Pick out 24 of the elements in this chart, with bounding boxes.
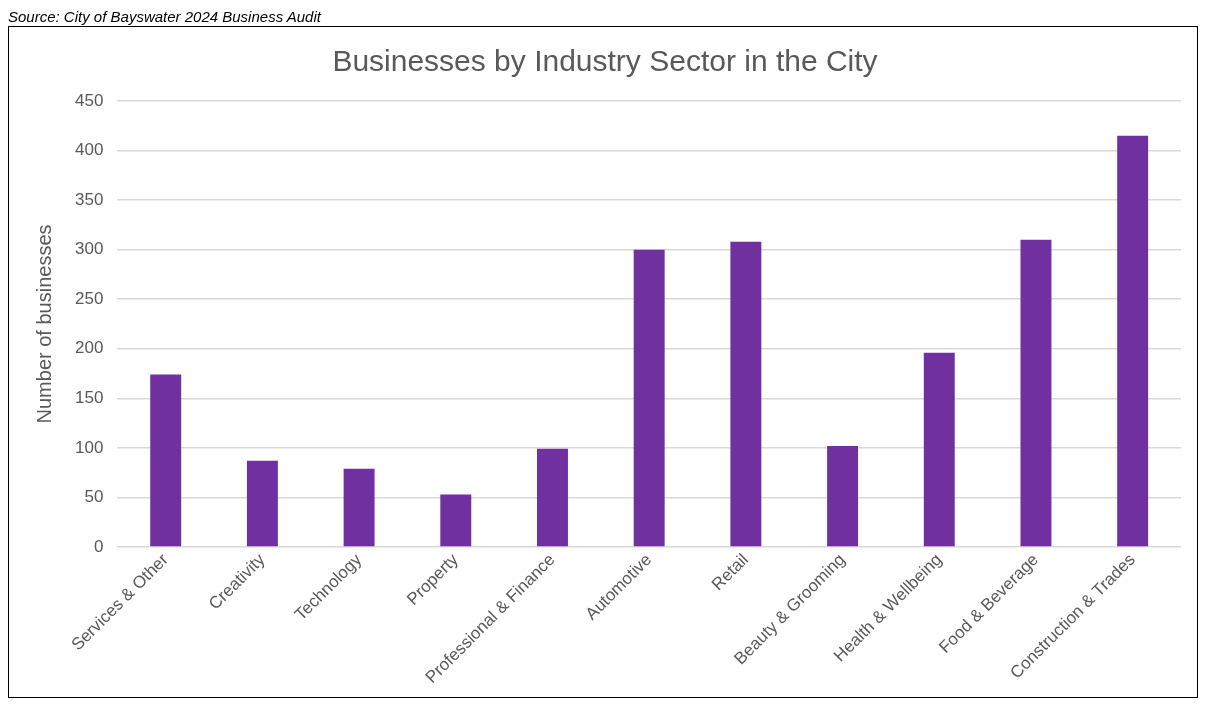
y-tick-label: 100 — [74, 437, 104, 457]
y-tick-label: 250 — [74, 288, 104, 308]
bar — [827, 445, 859, 547]
bar — [537, 448, 568, 547]
y-tick-label: 150 — [74, 388, 104, 407]
y-tick-label: 400 — [74, 140, 104, 160]
y-tick-label: 50 — [84, 487, 104, 507]
bar — [1020, 239, 1052, 547]
bar — [633, 249, 665, 547]
y-tick-label: 350 — [74, 189, 104, 209]
bar — [150, 374, 182, 547]
y-tick-label: 300 — [74, 239, 104, 259]
y-axis-title: Number of businesses — [32, 224, 55, 424]
bar — [1117, 135, 1149, 547]
bar — [923, 352, 955, 547]
bar — [730, 241, 762, 547]
bar — [343, 468, 375, 547]
source-note: Source: City of Bayswater 2024 Business Audit — [8, 8, 323, 26]
bar — [246, 460, 278, 547]
chart-title: Businesses by Industry Sector in the City — [332, 44, 878, 78]
y-tick-label: 200 — [74, 338, 104, 358]
y-tick-label: 450 — [74, 90, 104, 110]
bar — [440, 494, 472, 547]
y-tick-label: 0 — [93, 536, 104, 556]
